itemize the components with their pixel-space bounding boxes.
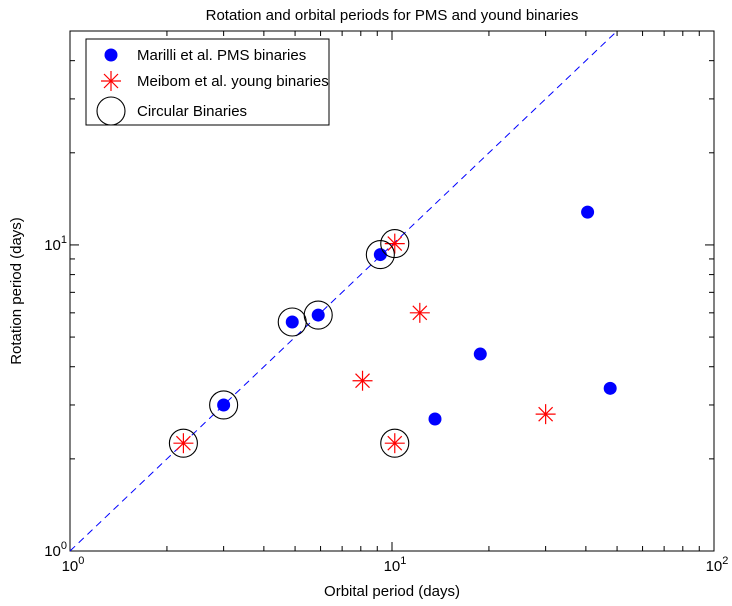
young-binary-point	[535, 404, 556, 425]
young-binary-point	[173, 433, 194, 454]
x-axis-label: Orbital period (days)	[324, 583, 460, 600]
legend-marker	[101, 71, 121, 91]
legend-box	[85, 38, 330, 126]
legend-marker	[96, 96, 126, 126]
x-tick-label: 101	[384, 555, 407, 575]
y-tick-label: 101	[44, 234, 67, 254]
legend-entry-label: Circular Binaries	[137, 103, 247, 120]
young-binary-point	[352, 370, 373, 391]
legend-entry-label: Marilli et al. PMS binaries	[137, 47, 306, 64]
pms-binary-point	[285, 315, 299, 329]
legend: Marilli et al. PMS binaries Meibom et al.…	[85, 38, 330, 126]
circular-binary-ring	[303, 300, 333, 330]
x-tick-label: 102	[706, 555, 729, 575]
legend-marker	[104, 48, 118, 62]
pms-binary-point	[217, 398, 231, 412]
pms-binary-point	[473, 347, 487, 361]
axis-ticks: 100 101 102 100 101	[44, 30, 729, 575]
pms-binary-point	[373, 248, 387, 262]
young-binary-point	[409, 302, 430, 323]
legend-entry-label: Meibom et al. young binaries	[137, 73, 329, 90]
young-binary-point	[384, 433, 405, 454]
pms-binary-point	[428, 412, 442, 426]
pms-binary-point	[311, 308, 325, 322]
reference-line-y-equals-x	[69, 30, 618, 552]
y-tick-label: 100	[44, 540, 67, 560]
circular-binary-ring	[380, 229, 410, 259]
y-axis-label: Rotation period (days)	[8, 217, 25, 365]
circular-binary-ring	[209, 390, 239, 420]
circular-binary-ring	[365, 240, 395, 270]
data-marks	[168, 205, 617, 458]
circular-binary-ring	[380, 428, 410, 458]
young-binary-point	[384, 233, 405, 254]
x-tick-label: 100	[62, 555, 85, 575]
chart-title: Rotation and orbital periods for PMS and…	[206, 7, 579, 24]
pms-binary-point	[603, 381, 617, 395]
pms-binary-point	[581, 205, 595, 219]
circular-binary-ring	[168, 428, 198, 458]
reference-line-group	[69, 30, 618, 552]
